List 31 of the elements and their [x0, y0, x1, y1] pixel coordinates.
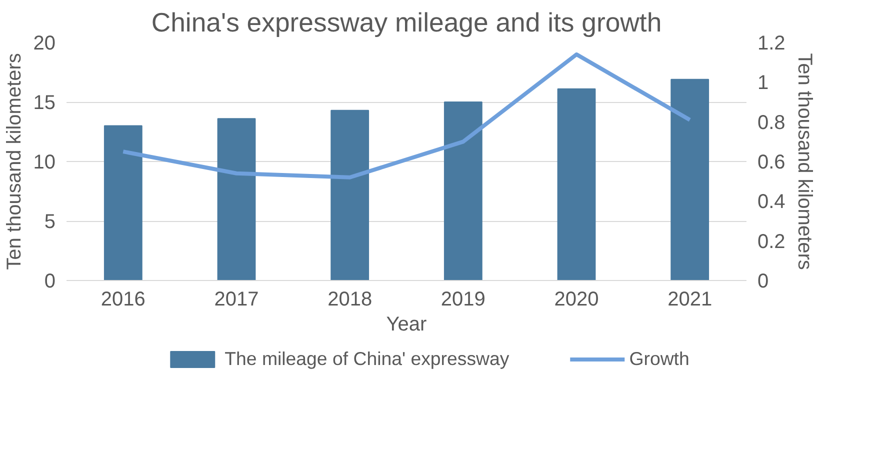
x-tick-label: 2016 — [100, 288, 146, 310]
x-tick-label: 2017 — [214, 288, 259, 310]
y2-tick-label: 0.2 — [758, 230, 786, 253]
y-tick-label: 20 — [33, 32, 56, 54]
bar — [444, 102, 482, 280]
y2-tick-label: 0.4 — [758, 191, 786, 214]
line-series — [121, 52, 692, 180]
y2-tick-label: 1.2 — [758, 32, 786, 54]
chart-title: China's expressway mileage and its growth — [151, 8, 662, 38]
legend-label: Growth — [629, 348, 690, 370]
x-tick-label: 2019 — [440, 288, 486, 310]
y2-tick-label: 1 — [758, 72, 769, 94]
bar — [670, 78, 710, 280]
y-axis-title: Ten thousand kilometers — [3, 53, 26, 270]
y2-tick-label: 0.6 — [758, 152, 786, 174]
x-tick-label: 2021 — [668, 288, 712, 310]
bar — [330, 110, 370, 280]
x-tick-label: 2020 — [554, 288, 599, 310]
y2-tick-label: 0.8 — [758, 112, 786, 134]
legend-label: The mileage of China' expressway — [224, 348, 510, 370]
bar — [217, 118, 256, 280]
y-tick-label: 0 — [44, 270, 56, 292]
y2-tick-label: 0 — [758, 270, 769, 292]
bar — [557, 88, 596, 280]
y-tick-label: 10 — [33, 152, 56, 174]
y-tick-label: 15 — [33, 92, 56, 114]
y-tick-label: 5 — [44, 211, 56, 233]
bar — [104, 125, 142, 280]
y2-axis-title: Ten thousand kilometers — [793, 53, 816, 270]
x-tick-label: 2018 — [328, 288, 372, 310]
x-axis-title: Year — [386, 314, 428, 336]
